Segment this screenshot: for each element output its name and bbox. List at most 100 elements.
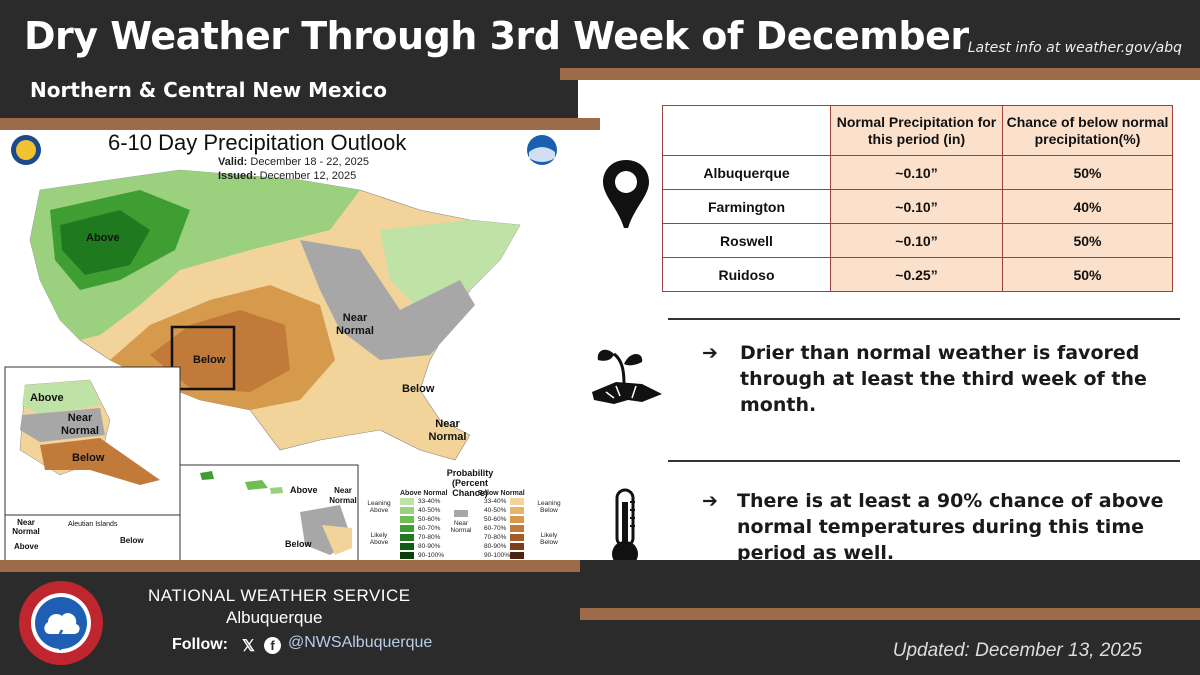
legend-leaning-below: Leaning Below <box>537 500 561 514</box>
table-row: Albuquerque ~0.10” 50% <box>662 155 1173 190</box>
issued-label: Issued: <box>218 170 257 182</box>
divider-2 <box>668 460 1180 462</box>
legend-near-normal: Near Normal <box>450 520 472 534</box>
legend-brown-swatch <box>510 498 524 505</box>
divider-1 <box>668 318 1180 320</box>
legend-brown-range-label: 60-70% <box>484 525 507 532</box>
normal-cell: ~0.10” <box>830 189 1003 224</box>
label-below-se: Below <box>402 383 435 395</box>
drought-plant-icon <box>592 349 662 404</box>
precip-outlook-map: 6-10 Day Precipitation Outlook Valid: De… <box>0 130 578 562</box>
legend-green-range-label: 70-80% <box>418 534 441 541</box>
label-ak-above: Above <box>30 392 64 404</box>
accent-band-bottom-right <box>580 608 1200 620</box>
legend-green-swatch <box>400 516 414 523</box>
legend-green-range-label: 33-40% <box>418 498 441 505</box>
ne-green <box>380 220 520 310</box>
bullet-arrow-temp: ➔ <box>702 490 718 512</box>
chance-cell: 50% <box>1002 257 1173 292</box>
table-header-chance: Chance of below normal precipitation(%) <box>1002 105 1173 156</box>
aleutian-inset <box>4 514 181 562</box>
precip-table: Normal Precipitation for this period (in… <box>662 105 1173 292</box>
noaa-logo-icon <box>527 135 557 165</box>
dry-weather-text: Drier than normal weather is favored thr… <box>740 342 1147 416</box>
chance-cell: 50% <box>1002 223 1173 258</box>
legend-green-range-label: 80-90% <box>418 543 441 550</box>
legend-green-swatch <box>400 534 414 541</box>
legend-brown-swatch <box>510 534 524 541</box>
thermometer-icon <box>612 488 638 567</box>
label-near-normal: Near Normal <box>336 312 374 337</box>
legend-brown-range-label: 80-90% <box>484 543 507 550</box>
table-header-normal: Normal Precipitation for this period (in… <box>830 105 1003 156</box>
legend-brown-swatch <box>510 507 524 514</box>
social-handle[interactable]: @NWSAlbuquerque <box>288 634 433 651</box>
table-row: Farmington ~0.10” 40% <box>662 189 1173 224</box>
accent-band-bottom-left <box>0 560 580 572</box>
normal-cell: ~0.25” <box>830 257 1003 292</box>
legend-brown-swatch <box>510 516 524 523</box>
legend-brown-range-label: 90-100% <box>484 552 511 559</box>
follow-label: Follow: <box>172 636 228 653</box>
label-aleutian: Aleutian Islands <box>68 521 118 528</box>
label-above: Above <box>86 232 120 244</box>
location-pin-icon <box>603 160 649 228</box>
legend-brown-swatch <box>510 552 524 559</box>
legend-green-swatch <box>400 525 414 532</box>
latest-info-link[interactable]: Latest info at weather.gov/abq <box>967 40 1182 56</box>
bullet-arrow-dry: ➔ <box>702 342 718 364</box>
legend-title: Probability (Percent Chance) <box>446 468 494 498</box>
legend-green-range-label: 40-50% <box>418 507 441 514</box>
normal-cell: ~0.10” <box>830 155 1003 190</box>
map-valid: Valid: December 18 - 22, 2025 <box>218 156 369 168</box>
label-ak-near: Near Normal <box>61 412 99 437</box>
label-hi-above: Above <box>290 485 318 495</box>
legend-near-swatch <box>454 510 468 517</box>
table-row: Ruidoso ~0.25” 50% <box>662 257 1173 292</box>
nws-office-name: Albuquerque <box>226 608 323 627</box>
map-issued: Issued: December 12, 2025 <box>218 170 356 182</box>
region-subtitle: Northern & Central New Mexico <box>30 78 387 102</box>
label-hi-near: Near Normal <box>329 486 357 505</box>
x-social-icon[interactable]: 𝕏 <box>242 638 255 655</box>
label-al-above: Above <box>14 542 39 551</box>
legend-brown-swatch <box>510 543 524 550</box>
table-row: Roswell ~0.10” 50% <box>662 223 1173 258</box>
city-cell: Albuquerque <box>662 155 831 190</box>
legend-brown-range-label: 33-40% <box>484 498 507 505</box>
legend-green-swatch <box>400 552 414 559</box>
legend-green-swatch <box>400 498 414 505</box>
table-header-blank <box>662 105 831 156</box>
nws-org-name: NATIONAL WEATHER SERVICE <box>148 586 411 605</box>
legend-green-range-label: 50-60% <box>418 516 441 523</box>
new-mexico-outline <box>170 325 236 391</box>
label-near-normal-se: Near Normal <box>428 418 467 443</box>
facebook-icon[interactable]: f <box>264 637 281 654</box>
valid-label: Valid: <box>218 156 248 168</box>
legend-brown-swatch <box>510 525 524 532</box>
city-cell: Ruidoso <box>662 257 831 292</box>
label-al-near: Near Normal <box>12 518 40 536</box>
legend-likely-above: Likely Above <box>369 532 389 546</box>
valid-dates: December 18 - 22, 2025 <box>250 156 370 168</box>
city-cell: Farmington <box>662 189 831 224</box>
above-region-core <box>60 210 150 275</box>
label-ak-below: Below <box>72 452 105 464</box>
city-cell: Roswell <box>662 223 831 258</box>
label-al-below: Below <box>120 536 144 545</box>
label-below: Below <box>193 354 226 366</box>
accent-band-top-left <box>0 118 600 130</box>
map-title: 6-10 Day Precipitation Outlook <box>108 130 407 155</box>
outlook-map-graphic <box>0 130 578 562</box>
chance-cell: 50% <box>1002 155 1173 190</box>
temperature-text: There is at least a 90% chance of above … <box>737 490 1164 564</box>
legend-green-swatch <box>400 543 414 550</box>
normal-cell: ~0.10” <box>830 223 1003 258</box>
chance-cell: 40% <box>1002 189 1173 224</box>
legend-brown-range-label: 40-50% <box>484 507 507 514</box>
below-region-core <box>150 310 290 392</box>
legend-below-normal: Below Normal <box>478 490 525 497</box>
legend-green-swatch <box>400 507 414 514</box>
issued-date: December 12, 2025 <box>259 170 357 182</box>
commerce-seal-icon <box>11 135 41 165</box>
